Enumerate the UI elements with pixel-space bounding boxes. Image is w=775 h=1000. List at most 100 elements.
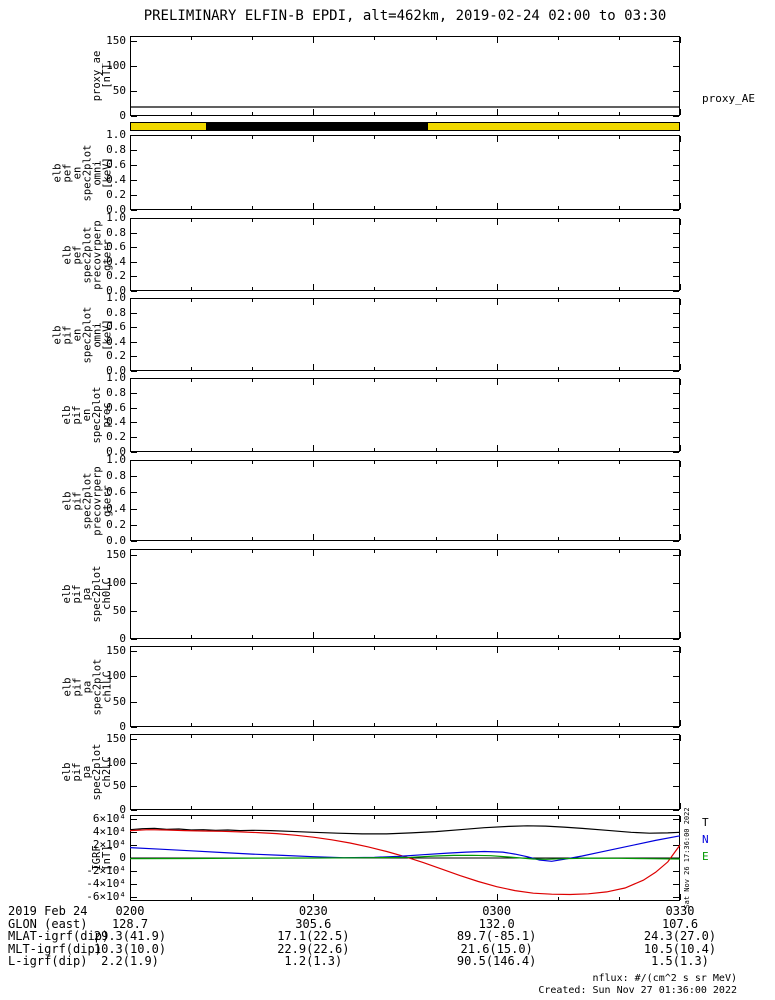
- y-tick-label: 0.2: [106, 269, 126, 283]
- y-axis-label-line: gterr: [101, 238, 113, 271]
- panel-frame: [130, 135, 680, 210]
- y-axis-label-line: spec2plot: [81, 226, 93, 283]
- right-label-T: T: [702, 816, 709, 829]
- y-tick-label: 0.6: [106, 240, 126, 254]
- y-tick-label: 50: [112, 694, 126, 708]
- y-axis-label-line: ch1LC: [101, 670, 113, 703]
- series-line-T: [129, 825, 681, 835]
- y-tick-label: 0.4: [106, 173, 126, 186]
- y-tick-label: 0.0: [106, 364, 126, 377]
- info-row-value: 0230: [298, 904, 328, 918]
- y-tick-label: 0.2: [106, 349, 126, 363]
- y-axis-label-line: [nT]: [101, 63, 113, 89]
- info-row-value: 0200: [115, 904, 145, 918]
- y-tick-label: 4×10⁴: [92, 824, 126, 838]
- y-tick-label: 0.2: [106, 188, 126, 201]
- y-tick-label: 100: [106, 755, 126, 769]
- y-tick-label: 0.0: [106, 203, 126, 216]
- y-tick-label: 0: [119, 720, 126, 733]
- panel-pif_pa_ch2lc: [130, 734, 681, 811]
- y-axis-label-pef_en_omni: elb pef en spec2plot omni [keV]: [51, 135, 113, 210]
- y-axis-label-line: elb: [61, 245, 73, 264]
- y-tick-label: 0.4: [106, 334, 126, 348]
- y-axis-label-line: pef: [61, 163, 73, 182]
- y-axis-label-proxy_ae: proxy_ae [nT]: [91, 36, 113, 116]
- y-tick-label: 0: [119, 109, 126, 122]
- y-axis-label-line: [keV]: [101, 318, 113, 351]
- y-axis-label-line: precovrperp: [91, 465, 103, 536]
- y-axis-label-igrf: IGRF [nT]: [91, 815, 113, 901]
- y-tick-label: 150: [106, 547, 126, 561]
- y-tick-label: 0.4: [106, 415, 126, 429]
- y-tick-label: 0.2: [106, 430, 126, 444]
- info-row-label: L-igrf(dip): [8, 954, 88, 968]
- panel-pif_en_omni: [130, 298, 681, 372]
- info-row-value: 22.9(22.6): [277, 941, 350, 956]
- panel-pif_pa_ch1lc: [130, 646, 681, 728]
- info-row-value: 1.2(1.3): [284, 954, 343, 968]
- info-row-value: 89.7(-85.1): [456, 929, 537, 943]
- panel-igrf: [129, 815, 681, 901]
- panel-frame: [130, 460, 680, 541]
- y-axis-label-line: [keV]: [101, 156, 113, 189]
- y-tick-label: 0.8: [106, 143, 126, 156]
- info-row-value: 10.3(10.0): [93, 941, 167, 956]
- y-tick-label: 150: [106, 34, 126, 47]
- y-axis-label-line: elb: [61, 677, 73, 696]
- panel-pif_precovrperp_gterr: [130, 460, 681, 542]
- y-tick-label: 0.6: [106, 320, 126, 334]
- plot-title: PRELIMINARY ELFIN-B EPDI, alt=462km, 201…: [143, 8, 667, 24]
- panel-proxy_ae: [130, 36, 681, 117]
- y-tick-label: 50: [112, 84, 126, 97]
- info-row-value: 21.6(15.0): [460, 941, 533, 956]
- info-row-value: 24.3(27.0): [643, 929, 717, 943]
- y-axis-label-pif_pa_ch2lc: elb pif pa spec2plot ch2LC: [61, 734, 113, 810]
- y-tick-label: 0: [119, 851, 126, 864]
- info-row-value: 0330: [665, 904, 695, 918]
- panel-frame: [130, 218, 680, 291]
- panel-frame: [130, 298, 680, 371]
- y-axis-label-line: pif: [61, 325, 73, 344]
- info-row-label: MLAT-igrf(dip): [8, 929, 110, 943]
- info-row-value: 17.1(22.5): [277, 929, 350, 943]
- y-tick-label: 0: [119, 632, 126, 645]
- y-axis-label-line: spec2plot: [81, 144, 93, 201]
- y-tick-label: 0.4: [106, 254, 126, 268]
- y-tick-label: 150: [106, 731, 126, 745]
- y-axis-label-pif_en_omni: elb pif en spec2plot omni [keV]: [51, 298, 113, 371]
- status-flag-bar: [130, 122, 680, 131]
- y-tick-label: 0: [119, 803, 126, 816]
- info-row-label: MLT-igrf(dip): [8, 941, 102, 956]
- info-row-label: GLON (east): [8, 916, 88, 931]
- y-tick-label: 1.0: [106, 371, 126, 384]
- y-tick-label: 0.6: [106, 485, 126, 499]
- info-row-value: 2.2(1.9): [101, 954, 159, 968]
- info-row-value: 90.5(146.4): [456, 954, 537, 968]
- y-tick-label: 0.0: [106, 284, 126, 297]
- y-axis-label-line: spec2plot: [81, 472, 93, 529]
- vertical-timestamp: Sat Nov 26 17:36:00 2022: [683, 807, 691, 909]
- series-line-#dd0000: [129, 829, 681, 896]
- y-axis-label-line: pef: [71, 245, 83, 264]
- y-tick-label: 100: [106, 575, 126, 589]
- y-axis-label-line: elb: [61, 491, 73, 510]
- y-axis-label-line: en: [71, 328, 83, 341]
- series-line-N: [129, 835, 681, 862]
- y-tick-label: 100: [106, 59, 126, 72]
- y-axis-label-line: gterr: [101, 484, 113, 517]
- y-tick-label: 0.6: [106, 400, 126, 414]
- y-axis-label-line: [nT]: [101, 845, 113, 871]
- y-tick-label: 0.8: [106, 225, 126, 239]
- y-axis-label-line: ch0LC: [101, 578, 113, 610]
- y-tick-label: -2×10⁴: [86, 864, 126, 878]
- y-axis-label-pif_pa_ch0lc: elb pif pa spec2plot ch0LC: [61, 549, 113, 639]
- panel-pif_pa_ch0lc: [130, 549, 681, 640]
- y-axis-label-pef_precovrperp_gterr: elb pef spec2plot precovrperp gterr: [61, 218, 113, 291]
- flag-bar-segment: [205, 123, 429, 130]
- created-timestamp: Created: Sun Nov 27 01:36:00 2022: [538, 985, 737, 996]
- y-axis-label-line: spec2plot: [91, 658, 103, 715]
- y-axis-label-line: ch2LC: [101, 756, 113, 788]
- y-axis-label-line: en: [71, 166, 83, 179]
- y-axis-label-line: elb: [51, 325, 63, 344]
